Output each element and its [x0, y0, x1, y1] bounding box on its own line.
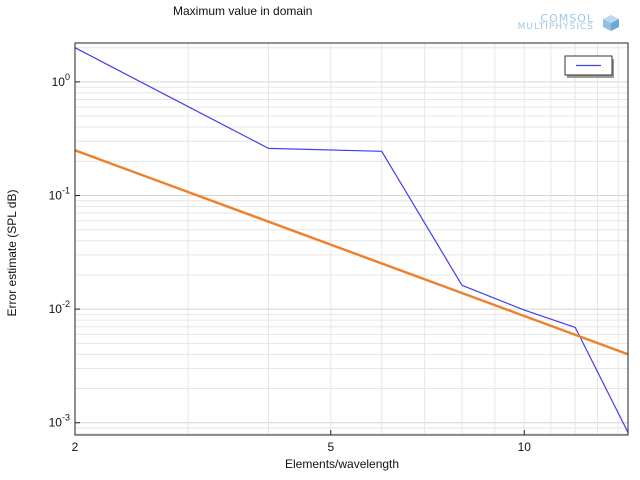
x-axis-label: Elements/wavelength — [285, 457, 400, 471]
x-tick-label: 2 — [72, 440, 79, 454]
legend — [564, 55, 614, 78]
series-line-0 — [75, 47, 628, 433]
x-tick-label: 5 — [327, 440, 334, 454]
tick-layer: 2 5 10 100 10-1 10-2 10-3 — [49, 72, 532, 454]
grid — [74, 43, 628, 435]
y-tick-label: 100 — [52, 72, 70, 89]
y-tick-label: 10-2 — [49, 299, 70, 316]
y-tick-label: 10-1 — [49, 186, 70, 203]
logo-text-multiphysics: MULTIPHYSICS — [517, 22, 594, 32]
comsol-logo: COMSOL MULTIPHYSICS — [510, 12, 624, 34]
y-axis-label: Error estimate (SPL dB) — [5, 189, 19, 317]
series-layer — [75, 47, 628, 433]
plot-frame — [74, 42, 629, 436]
cube-icon — [603, 15, 619, 31]
logo-text-comsol: COMSOL — [540, 12, 594, 25]
chart-title: Maximum value in domain — [173, 4, 313, 18]
series-line-1 — [75, 149, 628, 356]
x-tick-label: 10 — [518, 440, 532, 454]
y-tick-label: 10-3 — [49, 413, 70, 430]
